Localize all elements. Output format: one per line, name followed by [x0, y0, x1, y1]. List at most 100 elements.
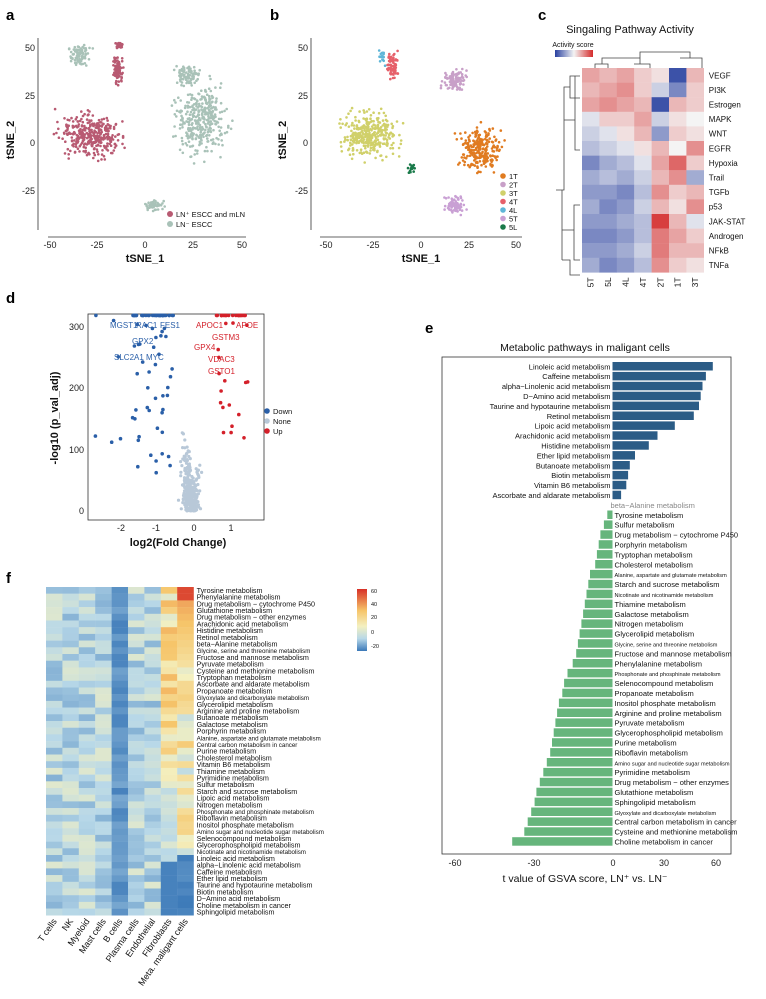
cell-point	[90, 128, 93, 132]
heat-cell	[177, 647, 194, 655]
cell-point	[455, 68, 458, 71]
panel-e-xtick: 30	[659, 858, 669, 868]
cell-point	[214, 142, 217, 146]
cell-point	[479, 170, 482, 174]
term-label: Drug metabolism − other enzymes	[615, 778, 730, 787]
row-label: Phosphonate and phosphinate metabolism	[197, 809, 314, 816]
cell-point	[52, 132, 56, 136]
heat-cell	[616, 126, 635, 142]
gene-label: GSTO1	[208, 367, 236, 376]
cell-point	[477, 141, 481, 144]
cell-point	[85, 118, 89, 121]
row-label: Amino sugar and nucleotide sugar metabol…	[197, 829, 324, 836]
heat-cell	[582, 170, 600, 185]
heat-cell	[669, 243, 687, 258]
row-label: Thiamine metabolism	[197, 767, 265, 776]
cell-point	[355, 141, 358, 145]
heat-cell	[78, 607, 96, 614]
heat-cell	[669, 228, 687, 244]
heat-cell	[62, 895, 79, 903]
heat-cell	[111, 761, 129, 769]
heat-cell	[95, 788, 112, 795]
cell-point	[503, 139, 506, 142]
gene-point	[191, 476, 195, 480]
heat-cell	[160, 848, 178, 856]
cell-point	[154, 199, 157, 203]
cell-point	[209, 122, 213, 126]
col-label: T cells	[36, 916, 59, 943]
row-label: Riboflavin metabolism	[197, 814, 267, 823]
heat-cell	[160, 721, 178, 728]
gene-point	[161, 394, 165, 398]
heat-cell	[144, 848, 161, 856]
cell-point	[82, 138, 86, 141]
cell-point	[85, 64, 88, 67]
cell-point	[358, 139, 361, 143]
heat-cell	[95, 714, 112, 722]
cell-point	[188, 136, 192, 139]
cell-point	[210, 101, 213, 104]
cell-point	[80, 48, 84, 52]
cell-point	[180, 72, 184, 76]
cell-point	[206, 137, 209, 140]
cell-point	[187, 127, 190, 131]
gene-point	[223, 379, 227, 383]
cell-point	[84, 126, 88, 130]
gene-point	[218, 400, 223, 405]
gene-point	[150, 313, 155, 318]
cell-point	[92, 141, 96, 144]
heat-cell	[78, 667, 96, 675]
cell-point	[374, 127, 377, 131]
gene-point	[168, 374, 173, 379]
cell-point	[67, 47, 71, 50]
heat-cell	[111, 747, 129, 755]
cell-point	[67, 157, 70, 160]
cell-point	[353, 127, 356, 130]
cell-point	[92, 151, 96, 155]
cell-point	[401, 121, 405, 125]
heat-cell	[144, 908, 161, 916]
heat-cell	[46, 781, 63, 789]
cell-point	[389, 59, 393, 63]
heat-cell	[144, 855, 161, 862]
heat-cell	[78, 647, 96, 655]
gene-point	[245, 323, 249, 328]
cell-point	[95, 144, 98, 148]
cell-point	[363, 111, 366, 114]
heat-cell	[177, 721, 194, 728]
cell-point	[81, 62, 85, 66]
cell-point	[350, 157, 354, 161]
metabolic-bar	[512, 837, 613, 846]
cell-point	[120, 79, 123, 82]
heat-cell	[78, 587, 96, 594]
gene-point	[180, 431, 184, 435]
cell-point	[219, 86, 222, 89]
cell-point	[70, 116, 73, 120]
heat-cell	[177, 700, 194, 708]
cell-point	[365, 118, 369, 121]
gene-point	[192, 480, 196, 484]
heat-cell	[46, 714, 63, 722]
heat-cell	[95, 841, 112, 849]
panel-f-legend-tick: 60	[371, 589, 377, 595]
cell-point	[378, 55, 381, 58]
heat-cell	[46, 667, 63, 675]
cell-point	[106, 132, 110, 136]
heat-cell	[46, 828, 63, 836]
cell-point	[354, 131, 357, 135]
heat-cell	[78, 721, 96, 728]
cell-point	[187, 121, 191, 124]
heat-cell	[177, 841, 194, 849]
gene-point	[111, 318, 116, 323]
panel-e-xtick: 60	[711, 858, 721, 868]
metabolic-bar	[607, 510, 613, 519]
heat-cell	[669, 155, 687, 171]
cell-point	[359, 148, 363, 151]
cell-point	[192, 107, 196, 110]
cell-point	[174, 101, 177, 104]
cell-point	[390, 122, 394, 126]
cell-point	[464, 146, 468, 149]
heat-cell	[160, 667, 178, 675]
heat-cell	[128, 861, 145, 869]
panel-d-label: d	[6, 290, 15, 307]
